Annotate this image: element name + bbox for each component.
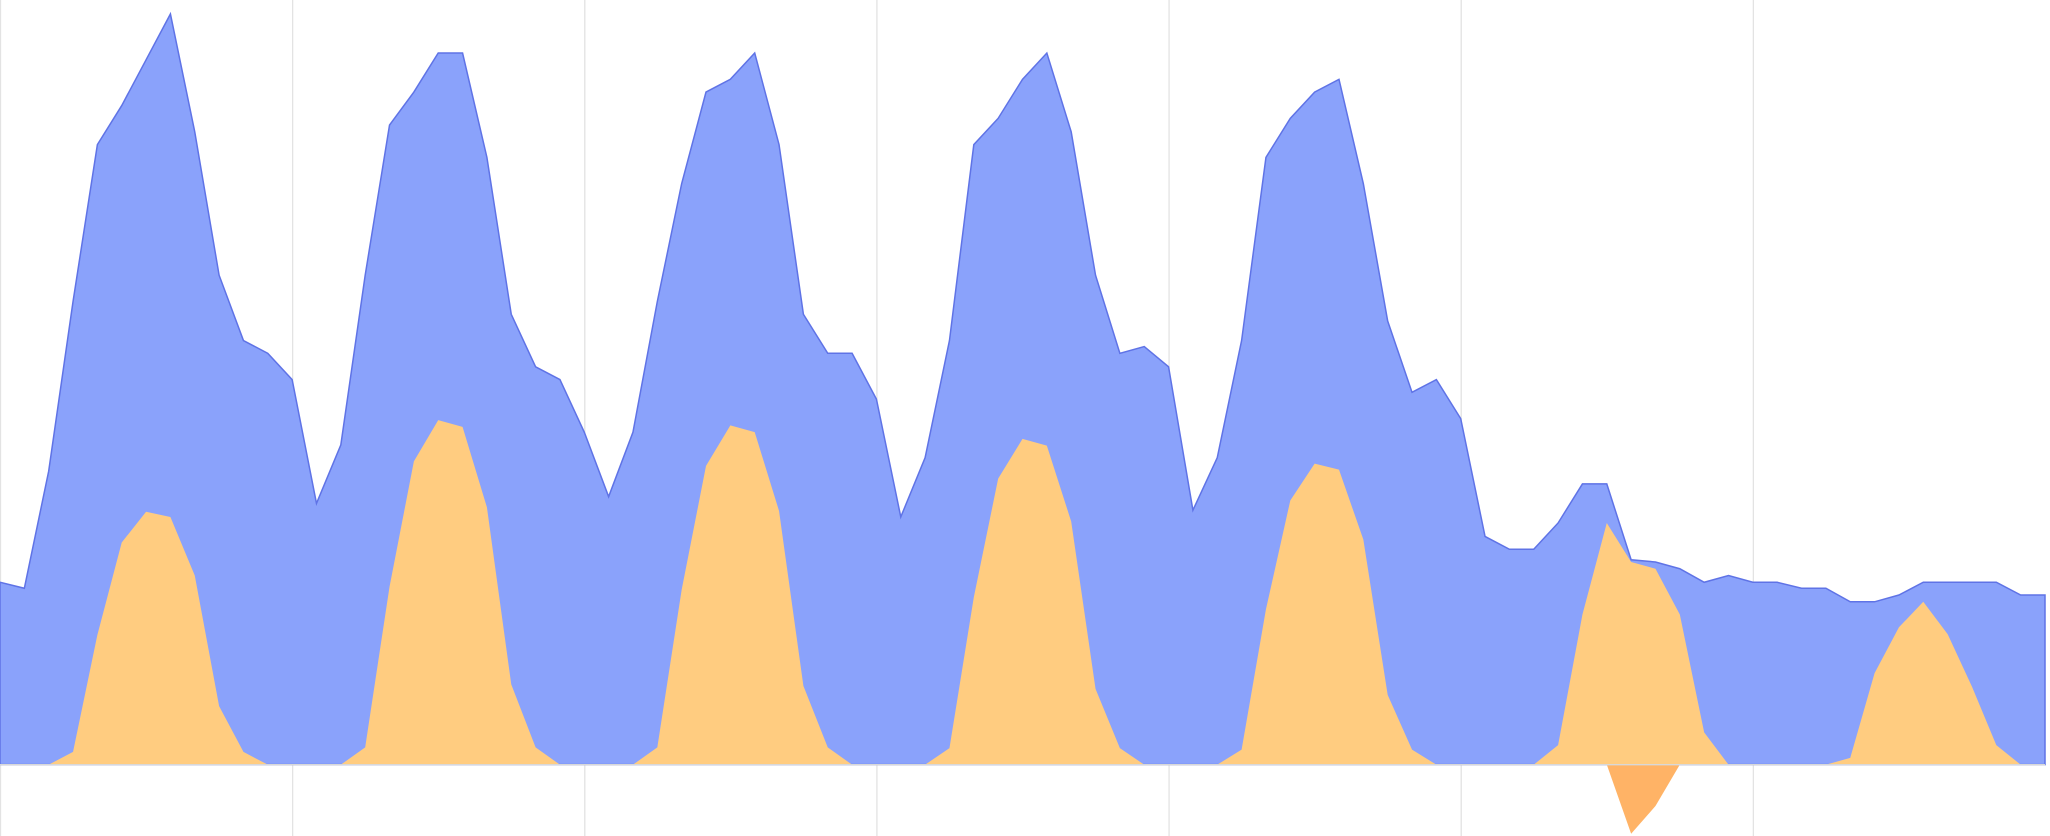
area (1606, 764, 1680, 834)
area (0, 420, 2045, 765)
area (0, 11, 2046, 766)
